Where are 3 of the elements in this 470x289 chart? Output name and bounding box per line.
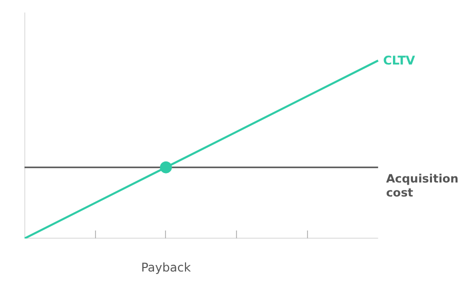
text: Payback	[141, 260, 191, 274]
series-label: CLTV	[383, 54, 416, 68]
ref-line-label: Acquisition cost	[386, 171, 459, 200]
